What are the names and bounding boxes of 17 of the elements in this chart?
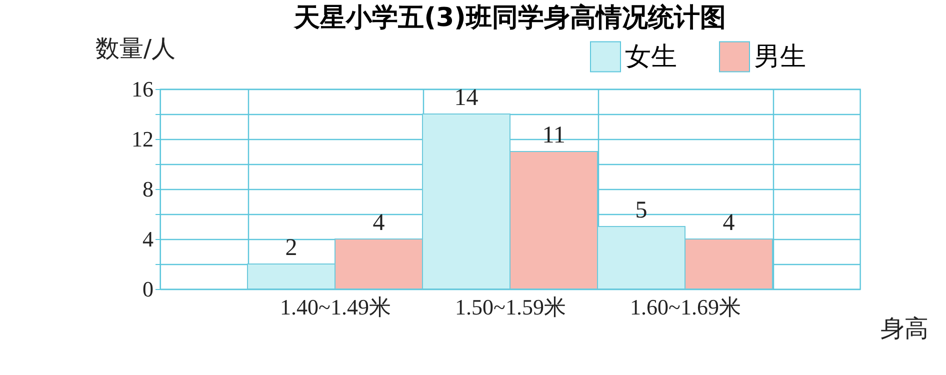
y-tick-label: 4 xyxy=(142,226,154,252)
data-label: 4 xyxy=(722,210,735,236)
x-axis-title: 身高 xyxy=(880,314,928,342)
y-tick-label: 16 xyxy=(132,76,154,102)
legend-label: 男生 xyxy=(754,42,806,72)
y-tick-label: 12 xyxy=(132,126,154,152)
y-tick-label: 0 xyxy=(142,276,154,302)
data-label: 4 xyxy=(372,210,385,236)
chart-title: 天星小学五(3)班同学身高情况统计图 xyxy=(293,3,726,33)
x-tick-label: 1.60~1.69米 xyxy=(630,294,741,320)
y-tick-label: 8 xyxy=(142,176,154,202)
y-axis-title: 数量/人 xyxy=(96,34,176,62)
data-label: 2 xyxy=(285,235,298,261)
x-tick-label: 1.50~1.59米 xyxy=(455,294,566,320)
data-label: 14 xyxy=(454,85,478,111)
legend-label: 女生 xyxy=(625,42,677,72)
x-tick-label: 1.40~1.49米 xyxy=(280,294,391,320)
